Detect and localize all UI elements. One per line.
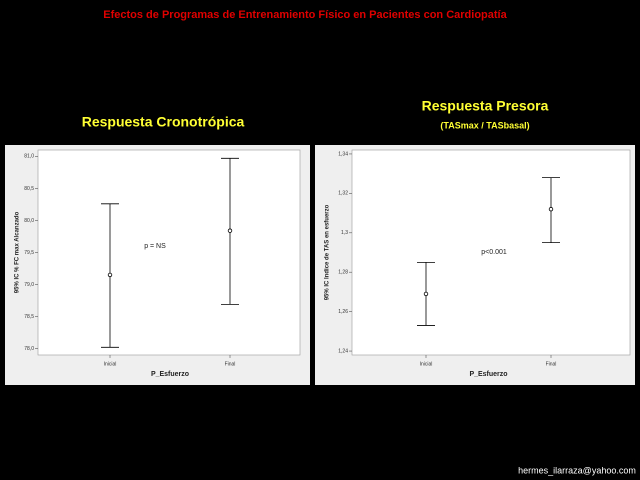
chart-subtitle: (TASmax / TASbasal) <box>440 120 529 130</box>
plot-area <box>351 149 631 356</box>
annotation: p = NS <box>144 243 166 250</box>
plot-area <box>37 149 301 356</box>
x-axis-label: P_Esfuerzo <box>469 371 507 378</box>
y-axis-label: 95% IC % FC max Alcanzado <box>15 211 21 293</box>
slide-title: Efectos de Programas de Entrenamiento Fí… <box>103 9 507 21</box>
mean-point <box>227 228 233 233</box>
mean-point <box>548 206 554 212</box>
y-tick-label: 79,0 <box>24 282 34 288</box>
y-tick-label: 78,5 <box>24 314 34 320</box>
chart-title: Respuesta Cronotrópica <box>82 114 245 130</box>
y-axis-label: 95% IC Indice de TAS en esfuerzo <box>325 204 331 300</box>
x-tick-label: Inicial <box>104 361 117 367</box>
y-tick-label: 1,3 <box>341 230 348 236</box>
x-tick-label: Inicial <box>420 361 433 367</box>
y-tick-label: 1,28 <box>338 270 348 276</box>
annotation: p<0.001 <box>481 249 507 256</box>
mean-point <box>107 272 113 278</box>
y-tick-label: 81,0 <box>24 154 34 160</box>
y-tick-label: 1,32 <box>338 191 348 197</box>
x-tick-label: Final <box>225 361 236 367</box>
chart-title: Respuesta Presora <box>422 98 549 114</box>
y-tick-label: 79,5 <box>24 250 34 256</box>
x-tick-label: Final <box>546 361 557 367</box>
y-tick-label: 80,0 <box>24 218 34 224</box>
y-tick-label: 1,26 <box>338 309 348 315</box>
footer: hermes_ilarraza@yahoo.com <box>518 465 636 475</box>
y-tick-label: 1,24 <box>338 348 348 354</box>
y-tick-label: 80,5 <box>24 186 34 192</box>
x-axis-label: P_Esfuerzo <box>151 371 189 378</box>
y-tick-label: 78,0 <box>24 346 34 352</box>
y-tick-label: 1,34 <box>338 151 348 157</box>
mean-point <box>423 291 429 297</box>
